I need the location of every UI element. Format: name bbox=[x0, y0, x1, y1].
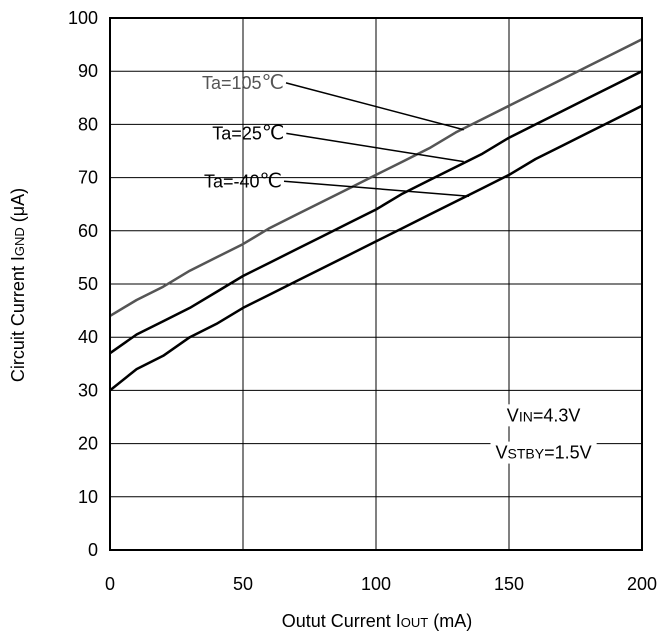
series-layer bbox=[109, 38, 643, 392]
y-tick-label: 10 bbox=[78, 487, 98, 507]
y-tick-label: 0 bbox=[88, 540, 98, 560]
y-axis-title: Circuit Current IGND (μA) bbox=[8, 188, 28, 382]
y-tick-labels: 0 10 20 30 40 50 60 70 80 90 100 bbox=[68, 8, 98, 560]
series-line bbox=[109, 104, 643, 392]
label-leader-line bbox=[285, 82, 464, 131]
series-label: Ta=25℃ bbox=[212, 122, 284, 144]
label-leader-line bbox=[283, 180, 470, 197]
label-leader-lines bbox=[283, 82, 470, 197]
y-tick-label: 100 bbox=[68, 8, 98, 28]
x-tick-label: 100 bbox=[361, 574, 391, 594]
y-tick-label: 80 bbox=[78, 114, 98, 134]
y-tick-label: 40 bbox=[78, 327, 98, 347]
grid-lines bbox=[110, 18, 642, 550]
series-labels: Ta=105℃ Ta=25℃ Ta=-40℃ bbox=[202, 72, 284, 192]
condition-annotation: VSTBY=1.5V bbox=[496, 443, 592, 463]
series-label: Ta=-40℃ bbox=[204, 170, 282, 192]
y-tick-label: 70 bbox=[78, 168, 98, 188]
annotation-background bbox=[501, 404, 586, 427]
y-tick-label: 20 bbox=[78, 434, 98, 454]
x-tick-label: 50 bbox=[233, 574, 253, 594]
series-line bbox=[109, 38, 643, 317]
y-tick-label: 50 bbox=[78, 274, 98, 294]
series-line bbox=[109, 70, 643, 355]
x-tick-label: 200 bbox=[627, 574, 657, 594]
series-label: Ta=105℃ bbox=[202, 72, 284, 94]
label-leader-line bbox=[286, 132, 464, 163]
x-tick-label: 0 bbox=[105, 574, 115, 594]
y-tick-label: 30 bbox=[78, 380, 98, 400]
plot-area-frame bbox=[109, 17, 643, 551]
condition-annotation: VIN=4.3V bbox=[507, 405, 581, 425]
annotation-background bbox=[490, 441, 597, 464]
y-tick-label: 60 bbox=[78, 221, 98, 241]
x-axis-title: Outut Current IOUT (mA) bbox=[282, 611, 473, 631]
x-tick-label: 150 bbox=[494, 574, 524, 594]
x-tick-labels: 0 50 100 150 200 bbox=[105, 574, 657, 594]
condition-annotations: VIN=4.3V VSTBY=1.5V bbox=[490, 404, 597, 464]
y-tick-label: 90 bbox=[78, 61, 98, 81]
